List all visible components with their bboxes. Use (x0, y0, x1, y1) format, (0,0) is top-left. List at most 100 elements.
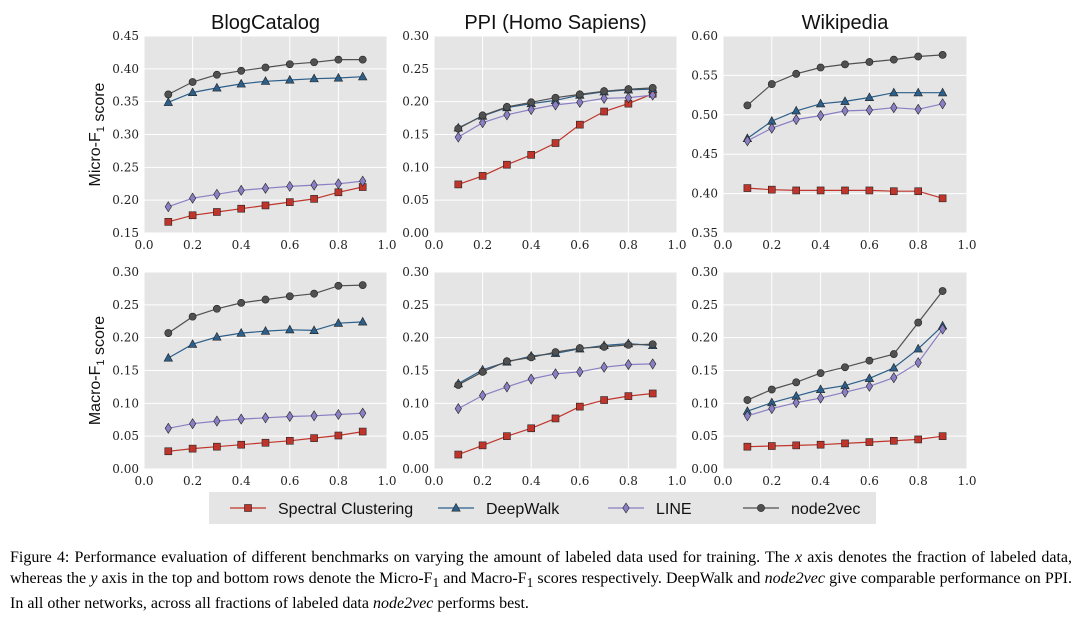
line-point (527, 373, 535, 385)
line-point (841, 105, 849, 117)
line-point (213, 415, 221, 427)
y-tick-label: 0.20 (112, 193, 139, 207)
y-tick-label: 0.00 (402, 226, 429, 240)
deepwalk-point (260, 76, 271, 85)
node2vec-point (841, 363, 849, 372)
y-tick-label: 0.15 (691, 364, 718, 378)
line-point (649, 89, 657, 101)
deepwalk-point (212, 82, 222, 92)
node2vec-point (188, 78, 197, 86)
caption-text: and Macro-F (439, 570, 527, 587)
deepwalk-point (937, 87, 948, 97)
x-tick-label: 0.4 (811, 238, 830, 252)
x-tick-label: 0.2 (183, 238, 202, 252)
y-tick-label: 0.30 (402, 29, 429, 43)
line-point (310, 179, 318, 191)
caption-subscript: 1 (526, 575, 534, 591)
x-tick-label: 0.6 (280, 474, 299, 488)
line-point (914, 103, 922, 115)
deepwalk-point (163, 97, 174, 106)
spectral-clustering-point (188, 444, 197, 453)
node2vec-point (648, 83, 657, 92)
x-tick-label: 0.0 (713, 474, 732, 488)
line-point (551, 368, 560, 380)
node2vec-point (600, 342, 608, 351)
y-tick-label: 0.15 (402, 364, 429, 378)
node2vec-point (212, 70, 221, 79)
y-axis-label-part: F (87, 132, 104, 142)
line-point (189, 418, 197, 430)
x-tick-label: 0.0 (424, 474, 443, 488)
x-tick-label: 0.2 (762, 238, 781, 252)
spectral-clustering-point (188, 211, 197, 220)
node2vec-point (454, 381, 463, 389)
spectral-clustering-point (743, 442, 752, 451)
y-tick-label: 0.10 (112, 396, 139, 410)
y-tick-label: 0.45 (691, 147, 718, 161)
line-point (792, 113, 800, 126)
line-point (479, 389, 487, 402)
spectral-clustering-point (213, 442, 221, 451)
x-tick-label: 0.6 (570, 474, 589, 488)
y-tick-label: 0.35 (691, 226, 718, 240)
spectral-clustering-point (310, 434, 318, 442)
y-axis-label-part: F (87, 365, 104, 375)
y-tick-label: 0.10 (402, 160, 429, 174)
spectral-clustering-point (358, 427, 367, 436)
line-point (939, 323, 947, 335)
line-point (164, 201, 172, 213)
line-point (286, 180, 294, 192)
node2vec-point (164, 329, 173, 337)
subplot: 0.00 0.05 0.10 0.15 0.20 0.25 0.30 0.0 0.2 0.4 0.6… (87, 265, 397, 488)
x-tick-label: 0.6 (860, 474, 879, 488)
y-tick-label: 0.20 (402, 331, 429, 345)
y-tick-label: 0.35 (112, 95, 139, 109)
x-tick-label: 0.6 (860, 238, 879, 252)
deepwalk-point (236, 327, 246, 337)
deepwalk-point (285, 74, 295, 84)
node2vec-point (743, 101, 752, 110)
x-tick-label: 0.2 (473, 474, 492, 488)
x-tick-label: 0.0 (424, 238, 443, 252)
deepwalk-point (309, 325, 319, 334)
x-tick-label: 1.0 (377, 238, 396, 252)
line-point (334, 408, 342, 421)
spectral-clustering-point (237, 440, 245, 449)
deepwalk-point (840, 96, 850, 105)
node2vec-point (600, 87, 608, 96)
line-point (310, 410, 318, 422)
y-tick-label: 0.30 (112, 128, 139, 142)
spectral-clustering-point (575, 120, 584, 129)
line-point (768, 403, 776, 415)
spectral-clustering-point (865, 186, 874, 195)
spectral-clustering-point (261, 438, 270, 447)
x-tick-label: 0.0 (134, 474, 153, 488)
line-point (527, 103, 535, 116)
spectral-clustering-point (454, 180, 463, 189)
line-point (768, 122, 776, 134)
spectral-clustering-point (237, 204, 245, 213)
deepwalk-point (913, 343, 923, 353)
y-tick-label: 0.50 (691, 108, 718, 122)
line-point (914, 357, 922, 369)
spectral-clustering-point (648, 389, 657, 398)
node2vec-point (478, 367, 487, 376)
x-tick-label: 0.8 (329, 474, 348, 488)
deepwalk-legend-marker (451, 502, 461, 512)
spectral-clustering-point (334, 188, 343, 197)
figure-caption: Figure 4: Performance evaluation of diff… (10, 547, 1072, 614)
deepwalk-point (187, 339, 198, 348)
deepwalk-point (913, 87, 923, 97)
y-tick-label: 0.05 (112, 429, 139, 443)
y-tick-label: 0.15 (112, 364, 139, 378)
node2vec-point (865, 356, 874, 365)
y-tick-label: 0.40 (691, 187, 718, 201)
y-tick-label: 0.05 (691, 429, 718, 443)
x-tick-label: 0.4 (811, 474, 830, 488)
y-tick-label: 0.30 (691, 265, 718, 279)
node2vec-point (575, 90, 584, 99)
node2vec-point (938, 287, 947, 295)
deepwalk-point (357, 71, 368, 81)
line-point (600, 92, 608, 104)
spectral-clustering-point (285, 436, 294, 445)
